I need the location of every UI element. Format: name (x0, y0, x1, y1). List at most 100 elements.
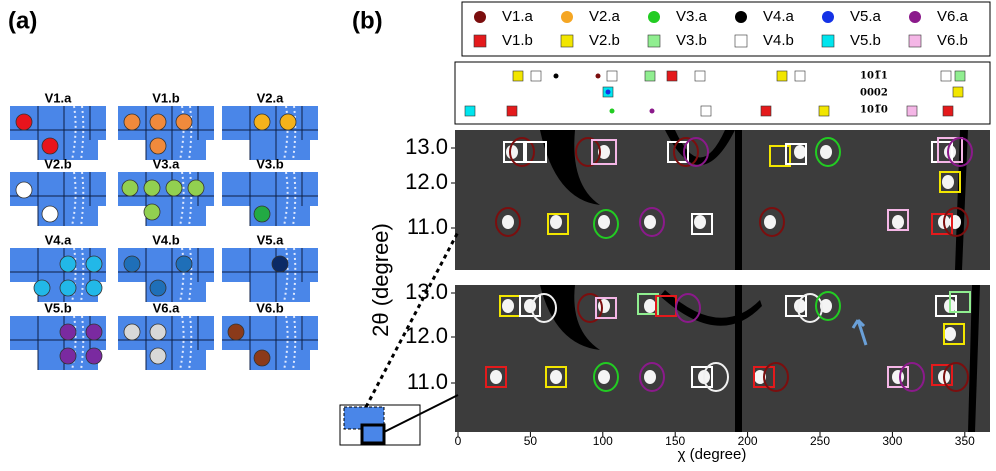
tile-background (222, 248, 318, 302)
tile-label: V1.a (45, 90, 73, 105)
panel-label: (b) (352, 7, 383, 34)
tile-label: V3.a (153, 156, 181, 171)
legend-label: V1.a (502, 8, 534, 25)
plane-marker (606, 70, 618, 82)
overlay-marker (939, 171, 961, 193)
diffraction-spot (944, 145, 956, 159)
y-tick-label: 13.0 (405, 134, 448, 159)
diffraction-spot (644, 370, 656, 384)
x-axis-label: χ (degree) (678, 446, 747, 463)
overlay-marker (815, 291, 841, 321)
tile-dot (149, 347, 167, 365)
tile-label: V2.b (44, 156, 72, 171)
tile-label: V5.a (257, 232, 285, 247)
tile-label: V6.a (153, 300, 181, 315)
tile-dot (143, 203, 161, 221)
plane-marker (940, 70, 952, 82)
legend-marker (560, 34, 574, 48)
x-tick-label: 150 (665, 434, 685, 448)
overlay-marker (595, 297, 617, 319)
diffraction-spot (598, 145, 610, 159)
overlay-marker (769, 145, 791, 167)
tile-texture (179, 247, 193, 303)
overlay-marker (691, 213, 713, 235)
tile-texture (179, 105, 193, 161)
overlay-marker (639, 362, 665, 392)
tile-label: V6.b (256, 300, 284, 315)
tile-dot (143, 179, 161, 197)
tile-dot (149, 323, 167, 341)
diffraction-spot (506, 145, 518, 159)
legend-marker (647, 34, 661, 48)
legend-label: V4.b (763, 32, 794, 49)
overlay-marker (593, 209, 619, 239)
y-tick-label: 12.0 (405, 169, 448, 194)
plane-marker (512, 70, 524, 82)
overlay-marker (931, 213, 953, 235)
tile-dot (149, 137, 167, 155)
x-tick-label: 300 (882, 434, 902, 448)
tile-label: V3.b (256, 156, 284, 171)
diffraction-spot (502, 299, 514, 313)
tile-dot (59, 255, 77, 273)
tile-dot (15, 181, 33, 199)
tile-dot (85, 255, 103, 273)
plane-marker (776, 70, 788, 82)
legend-box (461, 1, 991, 57)
diffraction-spot (502, 215, 514, 229)
plane-label: 101̅0 (860, 105, 888, 116)
plane-marker (942, 105, 954, 117)
tile-dot (175, 113, 193, 131)
tile-texture (283, 315, 297, 371)
plane-marker (553, 73, 559, 79)
overlay-marker (639, 207, 665, 237)
legend-marker (735, 11, 747, 23)
tile-dot (41, 205, 59, 223)
legend-marker (909, 11, 921, 23)
diffraction-spot (820, 145, 832, 159)
overlay-marker (935, 295, 957, 317)
tile-dot (149, 279, 167, 297)
tile-dot (123, 255, 141, 273)
overlay-marker (937, 137, 963, 163)
tile-texture (283, 247, 297, 303)
plane-label: 0002 (860, 88, 888, 99)
plane-label: 101̅1 (860, 71, 888, 82)
overlay-marker (759, 207, 785, 237)
overlay-marker (943, 323, 965, 345)
tile-dot (121, 179, 139, 197)
tile-texture (283, 171, 297, 227)
overlay-marker (785, 143, 807, 165)
overlay-marker (899, 362, 925, 392)
tile-dot (15, 113, 33, 131)
tile-dot (123, 113, 141, 131)
plane-marker (818, 105, 830, 117)
tile-dot (253, 113, 271, 131)
plane-marker (694, 70, 706, 82)
overlay-marker (485, 366, 507, 388)
x-tick-label: 50 (524, 434, 538, 448)
y-tick-label: 11.0 (407, 369, 448, 394)
tile-dot (85, 347, 103, 365)
inset (339, 231, 460, 446)
legend-marker (821, 34, 835, 48)
overlay-marker (703, 362, 729, 392)
tile-label: V2.a (257, 90, 285, 105)
diffraction-spot (490, 370, 502, 384)
overlay-marker (675, 293, 701, 323)
overlay-marker (763, 362, 789, 392)
tile-dot (85, 323, 103, 341)
diffraction-spot (820, 299, 832, 313)
diffraction-spot (949, 215, 961, 229)
diffraction-spot (794, 145, 806, 159)
plane-marker (595, 73, 601, 79)
plane-marker (760, 105, 772, 117)
tile-background (222, 106, 318, 160)
overlay-marker (691, 366, 713, 388)
tile-background (10, 172, 106, 226)
legend-marker (908, 34, 922, 48)
diffraction-spot (598, 215, 610, 229)
tile-texture (71, 171, 85, 227)
y-tick-label: 13.0 (405, 279, 448, 304)
